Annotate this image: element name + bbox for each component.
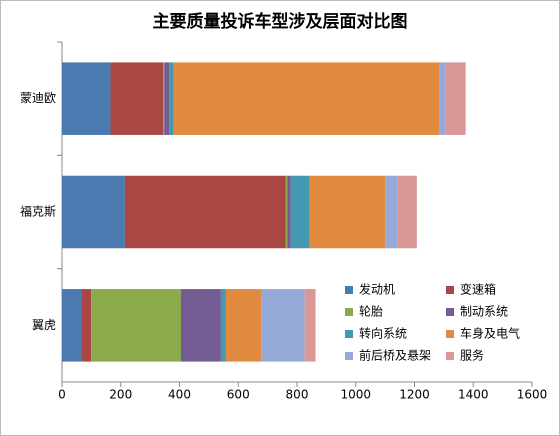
x-tick-label: 1000 [340,388,371,402]
y-tick-label: 翼虎 [32,318,56,332]
bar-segment [163,62,165,135]
legend-swatch [446,352,454,360]
bar-segment [91,289,181,362]
y-tick-label: 福克斯 [20,204,56,219]
legend-swatch [446,308,454,316]
legend-label: 发动机 [359,282,395,297]
y-tick-label: 蒙迪欧 [20,91,56,105]
bar-segment [110,62,164,135]
bar-segment [173,62,440,135]
legend-label: 轮胎 [359,305,383,319]
x-tick-label: 0 [58,388,66,402]
bar-segment [62,175,125,249]
legend-swatch [345,352,353,360]
legend-label: 转向系统 [359,326,407,341]
bar-segment [225,289,262,362]
bar-segment [385,175,398,249]
legend-swatch [446,330,454,338]
x-tick-label: 400 [168,388,191,402]
x-tick-label: 200 [109,388,132,402]
bar-segment [304,289,316,362]
bar-segment [261,289,305,362]
legend-swatch [345,286,353,294]
legend-label: 车身及电气 [460,326,520,341]
bar-segment [287,175,291,249]
legend-swatch [446,286,454,294]
bar-segment [220,289,226,362]
legend-label: 变速箱 [460,282,496,297]
bar-segment [285,175,288,249]
x-tick-label: 800 [286,388,309,402]
x-tick-label: 600 [227,388,250,402]
bar-segment [81,289,92,362]
bar-segment [124,175,286,249]
bar-segment [290,175,310,249]
bar-segment [309,175,386,249]
bar-segment [180,289,221,362]
bar-segment [439,62,446,135]
bar-segment [169,62,174,135]
x-tick-label: 1600 [517,388,548,402]
legend-swatch [345,308,353,316]
bar-segment [397,175,417,249]
bar-segment [445,62,466,135]
legend-swatch [345,330,353,338]
bar-segment [62,289,82,362]
x-tick-label: 1200 [399,388,430,402]
bar-segment [164,62,170,135]
chart-title: 主要质量投诉车型涉及层面对比图 [153,11,408,32]
x-tick-label: 1400 [458,388,489,402]
bar-segment [62,62,111,135]
legend-label: 制动系统 [460,305,508,319]
legend-label: 服务 [460,348,484,363]
legend-label: 前后桥及悬架 [359,348,431,363]
